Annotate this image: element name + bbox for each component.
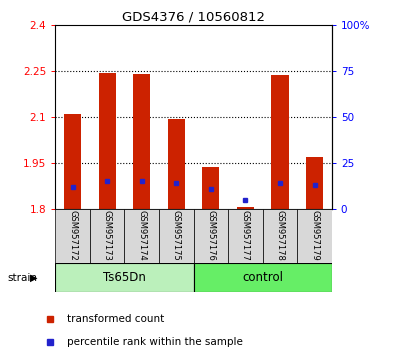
Bar	[167, 119, 185, 209]
Text: GSM957172: GSM957172	[68, 210, 77, 261]
Bar	[98, 73, 116, 209]
Bar	[306, 157, 323, 209]
Text: GSM957175: GSM957175	[172, 210, 181, 261]
Bar	[237, 207, 254, 209]
Bar	[133, 74, 150, 209]
Bar	[64, 114, 81, 209]
Text: Ts65Dn: Ts65Dn	[103, 271, 146, 284]
Text: GSM957174: GSM957174	[137, 210, 146, 261]
Text: ▶: ▶	[30, 273, 37, 283]
Bar	[271, 75, 289, 209]
Bar	[228, 209, 263, 264]
Bar	[159, 209, 194, 264]
Text: GSM957179: GSM957179	[310, 210, 319, 261]
Text: GSM957176: GSM957176	[206, 210, 215, 261]
Text: percentile rank within the sample: percentile rank within the sample	[67, 337, 243, 347]
Text: strain: strain	[8, 273, 38, 283]
Text: GSM957178: GSM957178	[275, 210, 284, 261]
Bar	[202, 167, 220, 209]
Bar	[263, 209, 297, 264]
Bar	[194, 263, 332, 292]
Bar	[124, 209, 159, 264]
Bar	[55, 209, 90, 264]
Bar	[297, 209, 332, 264]
Bar	[194, 209, 228, 264]
Text: control: control	[242, 271, 283, 284]
Text: transformed count: transformed count	[67, 314, 165, 324]
Bar	[55, 263, 194, 292]
Text: GSM957173: GSM957173	[103, 210, 112, 261]
Text: GSM957177: GSM957177	[241, 210, 250, 261]
Title: GDS4376 / 10560812: GDS4376 / 10560812	[122, 11, 265, 24]
Bar	[90, 209, 124, 264]
